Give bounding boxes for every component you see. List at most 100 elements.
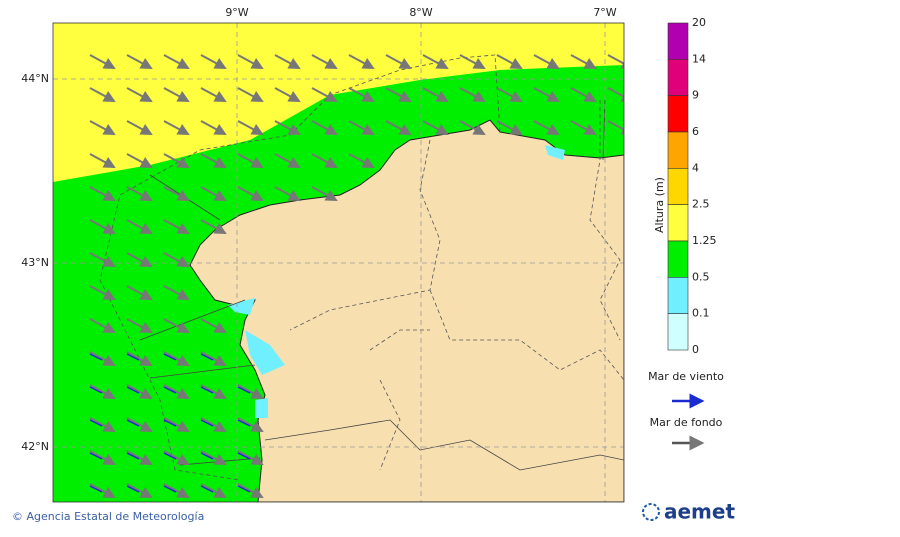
swell-arrow xyxy=(237,417,264,432)
swell-arrow xyxy=(237,483,264,498)
swell-arrow xyxy=(163,285,190,300)
swell-arrow xyxy=(126,384,153,399)
swell-arrow xyxy=(459,120,486,135)
wind-sea-arrow xyxy=(163,419,177,427)
swell-arrow xyxy=(274,54,301,69)
colorbar-box xyxy=(667,22,689,60)
swell-arrow xyxy=(311,54,338,69)
swell-arrow xyxy=(200,186,227,201)
colorbar-label: 9 xyxy=(692,89,699,102)
colorbar-label: 0.1 xyxy=(692,307,710,320)
colorbar: 20 14 9 6 4 2.5 1.25 0.5 0.1 0 xyxy=(667,16,717,356)
swell-arrow xyxy=(89,153,116,168)
swell-arrow xyxy=(200,417,227,432)
swell-arrow xyxy=(274,87,301,102)
swell-arrow xyxy=(496,54,523,69)
colorbar-label: 20 xyxy=(692,16,706,29)
swell-arrow xyxy=(126,54,153,69)
swell-arrow xyxy=(126,483,153,498)
wind-sea-arrow xyxy=(200,452,214,460)
swell-arrow xyxy=(126,87,153,102)
colorbar-label: 14 xyxy=(692,52,706,65)
swell-arrow xyxy=(89,120,116,135)
wind-sea-arrow xyxy=(89,419,103,427)
swell-arrow xyxy=(274,120,301,135)
swell-arrow xyxy=(163,186,190,201)
swell-arrow xyxy=(200,120,227,135)
lat-label: 44°N xyxy=(21,72,49,85)
swell-arrow xyxy=(607,87,624,102)
swell-arrow xyxy=(163,384,190,399)
colorbar-box xyxy=(667,277,689,314)
swell-arrow xyxy=(126,252,153,267)
swell-arrow xyxy=(422,54,449,69)
swell-arrow xyxy=(533,54,560,69)
swell-arrow xyxy=(126,351,153,366)
swell-arrow xyxy=(496,87,523,102)
wind-sea-arrow xyxy=(237,386,251,394)
swell-arrow xyxy=(89,285,116,300)
wave-arrows xyxy=(89,54,624,498)
colorbar-box xyxy=(667,240,689,278)
wind-sea-arrow xyxy=(200,386,214,394)
swell-arrow xyxy=(385,87,412,102)
wind-sea-arrow xyxy=(89,452,103,460)
legend-label: Mar de fondo xyxy=(650,416,723,429)
wind-sea-arrow xyxy=(89,485,103,493)
swell-arrow xyxy=(311,153,338,168)
wind-sea-arrow xyxy=(89,353,103,361)
graticule xyxy=(53,23,624,502)
colorbar-label: 1.25 xyxy=(692,234,717,247)
swell-arrow xyxy=(89,54,116,69)
swell-arrow xyxy=(163,252,190,267)
swell-arrow xyxy=(126,186,153,201)
wind-sea-arrow xyxy=(89,386,103,394)
swell-arrow xyxy=(422,120,449,135)
swell-arrow xyxy=(459,54,486,69)
swell-arrow xyxy=(89,219,116,234)
swell-arrow xyxy=(459,87,486,102)
lat-label: 43°N xyxy=(21,256,49,269)
swell-arrow xyxy=(348,54,375,69)
colorbar-label: 6 xyxy=(692,125,699,138)
swell-arrow xyxy=(570,120,597,135)
swell-arrow xyxy=(237,186,264,201)
credit: © Agencia Estatal de Meteorología xyxy=(12,510,204,523)
swell-arrow xyxy=(89,450,116,465)
colorbar-box xyxy=(667,131,689,169)
swell-arrow xyxy=(126,450,153,465)
swell-arrow xyxy=(348,153,375,168)
swell-arrow xyxy=(126,318,153,333)
swell-arrow xyxy=(89,417,116,432)
wind-sea-arrow xyxy=(163,386,177,394)
map xyxy=(53,23,624,502)
swell-arrow xyxy=(237,54,264,69)
swell-arrow xyxy=(200,87,227,102)
wind-sea-arrow xyxy=(200,485,214,493)
swell-arrow xyxy=(237,120,264,135)
swell-arrow xyxy=(496,120,523,135)
swell-arrow xyxy=(533,120,560,135)
swell-arrow xyxy=(570,54,597,69)
wind-sea-arrow xyxy=(126,452,140,460)
swell-arrow xyxy=(200,450,227,465)
swell-arrow xyxy=(89,318,116,333)
wind-sea-arrow xyxy=(126,386,140,394)
colorbar-label: 0.5 xyxy=(692,270,710,283)
wind-sea-arrow xyxy=(237,419,251,427)
swell-arrow xyxy=(422,87,449,102)
wind-sea-arrow xyxy=(200,419,214,427)
swell-arrow xyxy=(163,351,190,366)
swell-arrow xyxy=(200,219,227,234)
colorbar-label: 0 xyxy=(692,343,699,356)
swell-arrow xyxy=(274,186,301,201)
swell-arrow xyxy=(163,318,190,333)
swell-arrow xyxy=(163,483,190,498)
colorbar-label: 2.5 xyxy=(692,198,710,211)
swell-arrow xyxy=(89,351,116,366)
swell-arrow xyxy=(126,219,153,234)
swell-arrow xyxy=(385,54,412,69)
swell-arrow xyxy=(163,219,190,234)
swell-arrow xyxy=(89,483,116,498)
lat-label: 42°N xyxy=(21,440,49,453)
